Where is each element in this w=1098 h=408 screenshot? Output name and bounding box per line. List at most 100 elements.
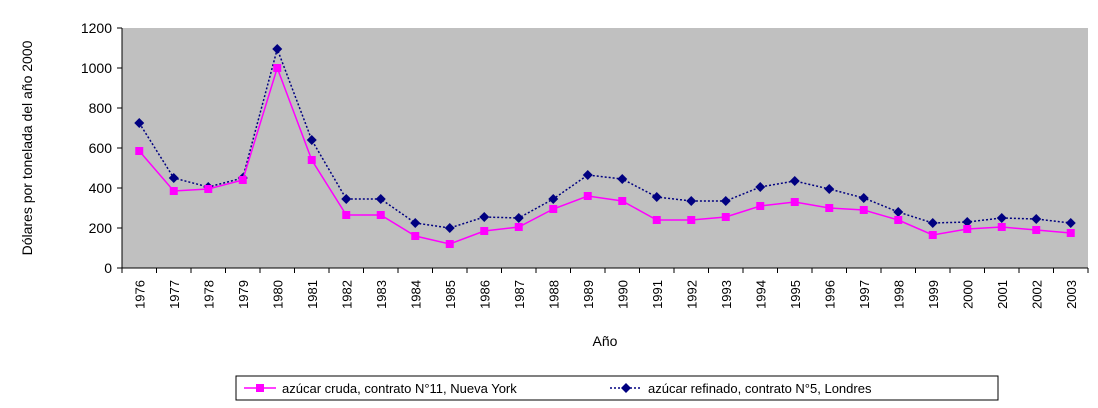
data-point-series-2 (996, 213, 1007, 223)
data-point-series-1 (480, 227, 489, 235)
data-point-series-2 (651, 192, 662, 202)
data-point-series-1 (825, 204, 834, 212)
data-point-series-2 (1031, 214, 1042, 224)
y-tick-label: 0 (104, 260, 112, 276)
data-point-series-2 (858, 193, 869, 203)
plot-area (122, 28, 1088, 268)
legend-series-1-marker (256, 384, 264, 392)
y-axis-ticks (117, 27, 122, 269)
data-point-series-2 (134, 118, 145, 128)
x-tick-label: 1977 (167, 280, 182, 309)
data-point-series-1 (204, 185, 213, 193)
data-point-series-1 (997, 223, 1006, 231)
data-point-series-2 (686, 196, 697, 206)
y-axis-title: Dólares por tonelada del año 2000 (19, 40, 35, 255)
data-point-series-2 (927, 218, 938, 228)
data-point-series-1 (1032, 226, 1041, 234)
x-tick-label: 1976 (132, 280, 147, 309)
legend-series-2-marker (621, 383, 631, 393)
x-tick-label: 1984 (408, 280, 423, 309)
data-point-series-1 (859, 206, 868, 214)
data-point-series-1 (721, 213, 730, 221)
data-point-series-1 (583, 192, 592, 200)
x-tick-label: 1991 (650, 280, 665, 309)
data-point-series-2 (306, 135, 317, 145)
data-point-series-1 (790, 198, 799, 206)
data-point-series-1 (445, 240, 454, 248)
data-point-series-1 (135, 147, 144, 155)
x-tick-label: 2000 (960, 280, 975, 309)
x-axis-title: Año (593, 333, 618, 349)
x-tick-label: 2002 (1029, 280, 1044, 309)
data-point-series-1 (1066, 229, 1075, 237)
y-tick-label: 1000 (81, 60, 112, 76)
data-point-series-2 (789, 176, 800, 186)
data-point-series-1 (894, 216, 903, 224)
x-tick-label: 1979 (236, 280, 251, 309)
x-tick-label: 1987 (512, 280, 527, 309)
y-tick-label: 400 (89, 180, 113, 196)
x-tick-label: 1989 (581, 280, 596, 309)
data-point-series-2 (341, 194, 352, 204)
data-point-series-1 (238, 176, 247, 184)
series-line-1 (138, 65, 1071, 245)
series-line-2 (138, 46, 1071, 229)
data-point-series-1 (376, 211, 385, 219)
data-point-series-2 (444, 223, 455, 233)
legend-series-2-label: azúcar refinado, contrato N°5, Londres (648, 381, 872, 396)
data-point-series-2 (893, 207, 904, 217)
legend-frame (235, 375, 999, 401)
data-point-series-1 (687, 216, 696, 224)
x-tick-label: 1985 (443, 280, 458, 309)
data-point-series-1 (652, 216, 661, 224)
data-point-series-1 (342, 211, 351, 219)
data-point-series-2 (755, 182, 766, 192)
series-layer (134, 44, 1076, 248)
data-point-series-2 (720, 196, 731, 206)
data-point-series-1 (411, 232, 420, 240)
data-point-series-1 (514, 223, 523, 231)
x-tick-label: 1982 (339, 280, 354, 309)
y-tick-label: 800 (89, 100, 113, 116)
data-point-series-1 (273, 64, 282, 72)
data-point-series-2 (272, 44, 283, 54)
data-point-series-1 (756, 202, 765, 210)
data-point-series-2 (962, 217, 973, 227)
data-point-series-1 (549, 205, 558, 213)
x-tick-label: 1990 (615, 280, 630, 309)
data-point-series-1 (963, 225, 972, 233)
x-tick-label: 1988 (546, 280, 561, 309)
x-tick-label: 1986 (477, 280, 492, 309)
data-point-series-1 (928, 231, 937, 239)
x-tick-label: 1983 (374, 280, 389, 309)
y-tick-label: 200 (89, 220, 113, 236)
legend-series-1-label: azúcar cruda, contrato N°11, Nueva York (282, 381, 517, 396)
x-tick-label: 1981 (305, 280, 320, 309)
data-point-series-2 (513, 213, 524, 223)
x-tick-label: 2003 (1064, 280, 1079, 309)
x-tick-label: 1992 (684, 280, 699, 309)
data-point-series-2 (582, 170, 593, 180)
data-point-series-2 (548, 194, 559, 204)
y-tick-label: 600 (89, 140, 113, 156)
data-point-series-2 (375, 194, 386, 204)
legend: azúcar cruda, contrato N°11, Nueva York … (235, 375, 999, 401)
data-point-series-1 (618, 197, 627, 205)
data-point-series-1 (169, 187, 178, 195)
x-tick-label: 2001 (995, 280, 1010, 309)
x-tick-label: 1994 (753, 280, 768, 309)
y-tick-label: 1200 (81, 20, 112, 36)
data-point-series-2 (410, 218, 421, 228)
x-tick-label: 1995 (788, 280, 803, 309)
data-point-series-1 (307, 156, 316, 164)
data-point-series-2 (824, 184, 835, 194)
x-tick-label: 1993 (719, 280, 734, 309)
x-tick-label: 1997 (857, 280, 872, 309)
data-point-series-2 (479, 212, 490, 222)
y-axis-tick-labels: 0 200 400 600 800 1000 1200 (81, 20, 112, 276)
x-tick-label: 1998 (891, 280, 906, 309)
x-tick-label: 1980 (270, 280, 285, 309)
data-point-series-2 (1065, 218, 1076, 228)
